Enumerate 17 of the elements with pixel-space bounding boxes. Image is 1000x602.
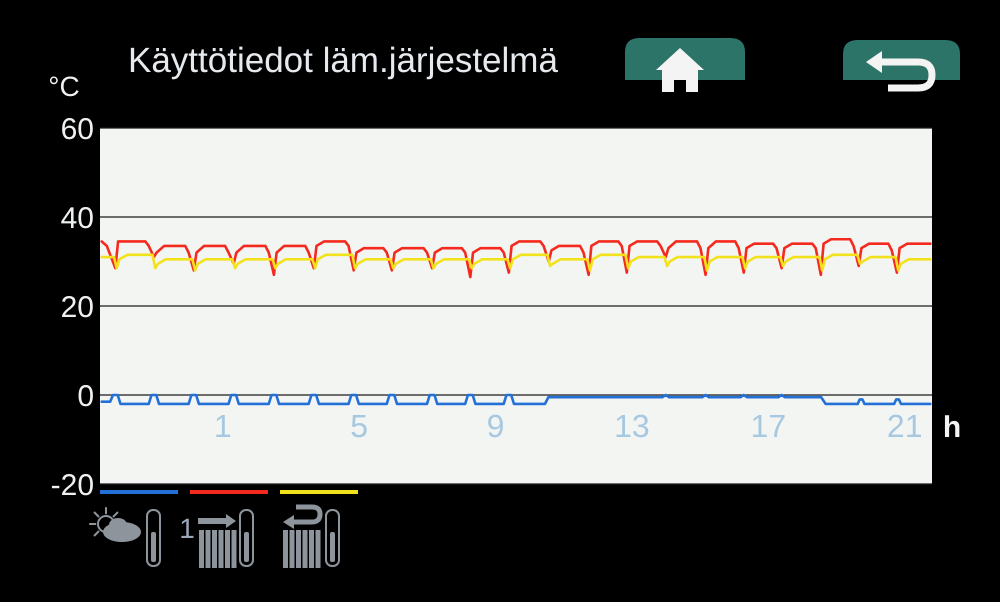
line-series: [100, 254, 932, 272]
x-tick-label: 17: [750, 408, 786, 444]
x-axis-title: h: [942, 411, 962, 444]
y-axis-title: °C: [48, 71, 80, 102]
x-tick-label: 21: [886, 408, 923, 444]
y-tick-label: 20: [60, 290, 94, 324]
y-tick-label: -20: [50, 468, 94, 502]
x-tick-label: 13: [614, 408, 650, 444]
text: 1: [179, 513, 195, 544]
y-tick-label: 0: [77, 380, 94, 413]
line-series: [100, 394, 932, 406]
chart-title: Käyttötiedot läm.järjestelmä: [128, 41, 558, 80]
x-tick-label: 9: [486, 408, 504, 444]
y-tick-label: 40: [60, 202, 94, 235]
y-tick-label: 60: [60, 112, 94, 146]
x-tick-label: 1: [214, 408, 232, 444]
x-tick-label: 5: [350, 408, 368, 444]
